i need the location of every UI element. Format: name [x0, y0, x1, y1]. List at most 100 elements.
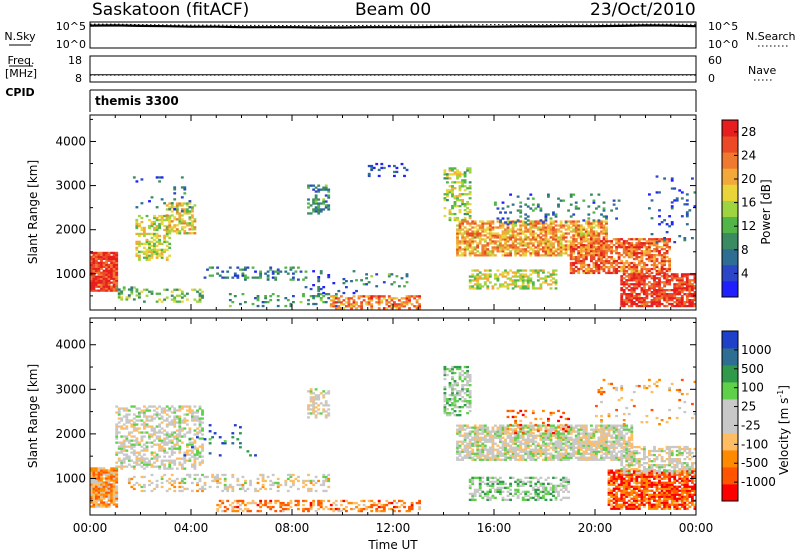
power-cell: [370, 166, 374, 170]
power-cell: [332, 297, 336, 300]
velocity-cell: [514, 454, 518, 457]
power-cell: [534, 236, 538, 239]
power-cell: [653, 302, 656, 306]
power-cell: [519, 248, 523, 251]
velocity-cell: [115, 411, 119, 414]
power-cell: [153, 228, 156, 232]
power-cell: [97, 285, 101, 288]
power-cell: [92, 277, 96, 280]
velocity-cell: [456, 382, 459, 385]
power-cell: [180, 220, 184, 223]
power-cell: [544, 238, 548, 241]
power-cell: [418, 295, 422, 298]
power-cell: [579, 246, 583, 249]
power-cell: [97, 275, 101, 278]
velocity-cell: [183, 454, 187, 457]
power-cell: [466, 242, 470, 245]
power-cell: [501, 238, 505, 241]
velocity-cell: [491, 438, 495, 441]
power-cell: [572, 236, 576, 239]
power-cell: [612, 259, 616, 263]
power-cell: [110, 263, 114, 266]
velocity-cell: [223, 483, 227, 487]
power-cell: [665, 231, 669, 234]
velocity-cell: [400, 503, 404, 507]
velocity-cell: [241, 499, 245, 503]
power-cell: [529, 238, 533, 241]
power-cell: [327, 194, 331, 197]
power-cell: [590, 228, 593, 231]
power-cell: [100, 261, 103, 264]
power-cell: [115, 275, 119, 278]
power-cell: [150, 220, 154, 224]
power-cell: [499, 248, 502, 251]
power-cell: [105, 251, 109, 255]
power-cell: [549, 248, 553, 251]
velocity-cell: [468, 440, 472, 443]
power-cell: [491, 250, 495, 253]
velocity-cell: [158, 425, 162, 428]
power-cell: [506, 205, 510, 208]
velocity-cell: [478, 448, 482, 451]
power-cell: [637, 277, 641, 280]
power-cell: [643, 267, 646, 271]
velocity-cell: [203, 487, 207, 491]
velocity-cell: [276, 485, 280, 489]
power-cell: [180, 196, 184, 199]
power-cell: [451, 189, 454, 192]
power-cell: [496, 250, 500, 253]
power-cell: [549, 283, 553, 286]
power-cell: [630, 287, 634, 290]
power-cell: [97, 271, 101, 274]
power-cell: [637, 271, 641, 275]
power-cell: [524, 287, 528, 290]
power-cell: [534, 207, 538, 210]
velocity-cell: [332, 509, 336, 513]
velocity-cell: [191, 455, 194, 458]
power-cell: [529, 226, 533, 229]
power-cell: [597, 234, 601, 237]
power-cell: [673, 293, 677, 296]
power-cell: [673, 291, 677, 294]
power-cell: [640, 283, 644, 286]
velocity-cell: [173, 489, 177, 493]
velocity-cell: [481, 426, 485, 429]
velocity-cell: [468, 430, 472, 433]
power-cell: [637, 263, 641, 267]
power-cell: [115, 277, 119, 280]
power-cell: [286, 272, 290, 275]
power-cell: [90, 283, 93, 286]
velocity-cell: [494, 456, 497, 459]
velocity-cell: [279, 483, 283, 487]
power-cell: [640, 242, 644, 245]
power-cell: [178, 220, 182, 223]
power-cell: [531, 222, 535, 225]
power-cell: [319, 210, 323, 213]
velocity-cell: [458, 424, 462, 427]
power-cell: [597, 269, 601, 273]
power-cell: [650, 277, 654, 280]
velocity-cell: [90, 501, 93, 504]
power-cell: [115, 279, 119, 282]
power-cell: [488, 242, 492, 245]
power-cell: [597, 224, 601, 227]
velocity-cell: [456, 365, 459, 369]
power-cell: [635, 269, 639, 273]
velocity-cell: [102, 489, 106, 492]
power-cell: [451, 169, 454, 172]
power-cell: [408, 301, 411, 304]
power-cell: [620, 275, 624, 278]
velocity-cell: [90, 473, 93, 476]
velocity-cell: [309, 396, 313, 399]
power-cell: [448, 212, 452, 216]
velocity-cell: [509, 440, 513, 443]
power-cell: [605, 271, 608, 275]
power-cell: [478, 275, 482, 278]
power-cell: [329, 303, 333, 306]
velocity-cell: [122, 439, 126, 442]
power-cell: [524, 213, 528, 216]
velocity-cell: [158, 455, 162, 458]
velocity-cell: [178, 485, 182, 489]
velocity-cell: [506, 442, 510, 445]
velocity-cell: [165, 437, 169, 440]
